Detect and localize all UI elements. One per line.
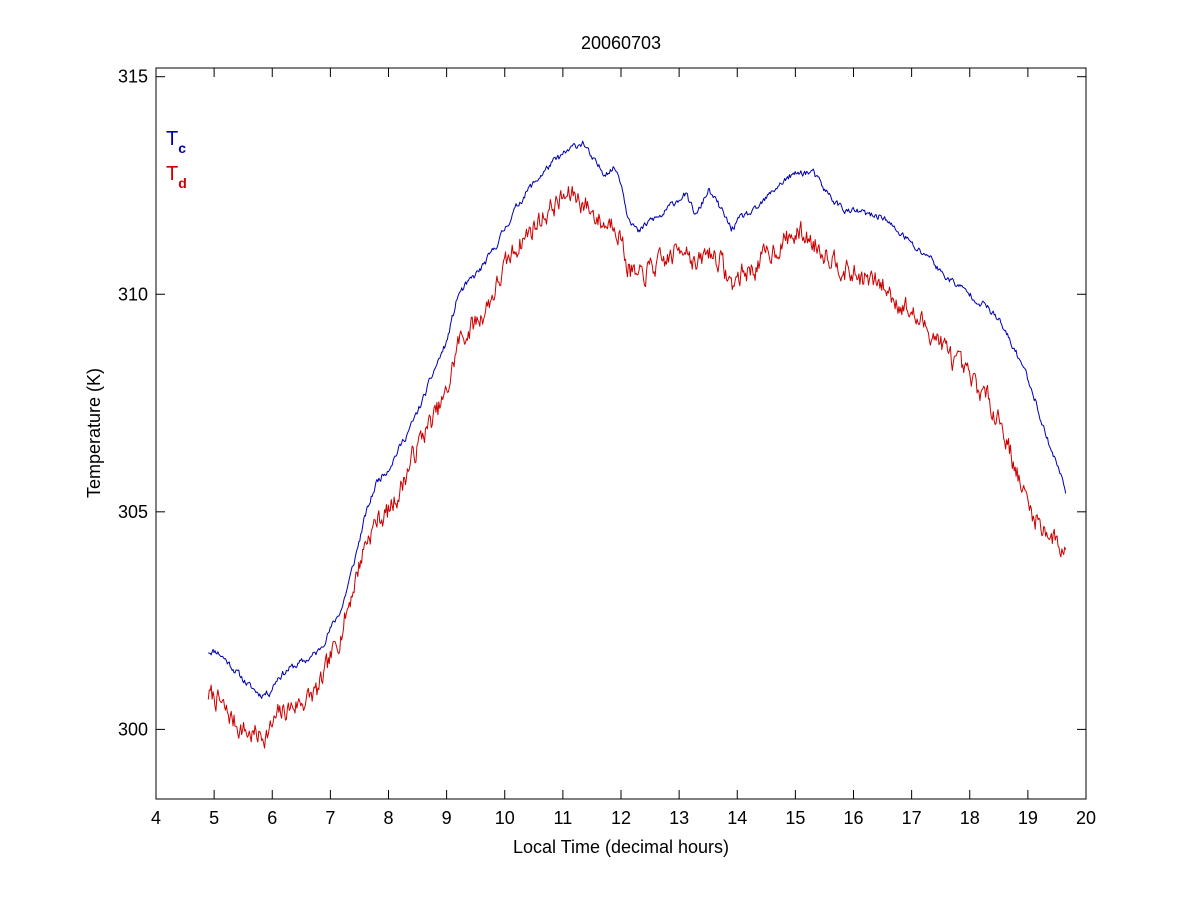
y-tick-label: 315	[118, 67, 148, 87]
x-tick-label: 7	[325, 808, 335, 828]
x-axis-label: Local Time (decimal hours)	[513, 837, 729, 857]
x-tick-label: 12	[611, 808, 631, 828]
series-line-td	[207, 185, 1067, 749]
axis-ticks: 4 5 6 7 8 9 10 11 12 13 14 15 16 17 18 19 20 300 305 310 315	[118, 67, 1096, 828]
y-tick-label: 300	[118, 719, 148, 739]
x-tick-label: 10	[495, 808, 515, 828]
y-tick-label: 305	[118, 502, 148, 522]
x-tick-label: 4	[151, 808, 161, 828]
plot-frame	[155, 67, 1087, 800]
series-layer	[207, 140, 1067, 749]
legend-td-sub: d	[178, 175, 187, 191]
x-tick-label: 16	[843, 808, 863, 828]
chart-title: 20060703	[581, 33, 661, 53]
x-tick-label: 20	[1076, 808, 1096, 828]
legend-entry-td: Td	[166, 163, 187, 191]
legend-entry-tc: Tc	[166, 128, 186, 156]
legend: Tc Td	[166, 128, 187, 191]
x-tick-label: 19	[1018, 808, 1038, 828]
x-tick-label: 9	[442, 808, 452, 828]
x-tick-label: 14	[727, 808, 747, 828]
x-tick-label: 13	[669, 808, 689, 828]
x-tick-label: 17	[902, 808, 922, 828]
legend-tc-sub: c	[178, 140, 186, 156]
plot-area	[156, 68, 1086, 799]
x-tick-label: 8	[383, 808, 393, 828]
y-tick-label: 310	[118, 284, 148, 304]
x-tick-label: 15	[785, 808, 805, 828]
x-tick-label: 6	[267, 808, 277, 828]
y-axis-label: Temperature (K)	[84, 368, 104, 498]
x-tick-label: 18	[960, 808, 980, 828]
legend-tc-main: T	[166, 128, 178, 150]
x-tick-label: 11	[554, 808, 573, 828]
legend-td-main: T	[166, 163, 178, 185]
x-tick-label: 5	[209, 808, 219, 828]
series-line-tc	[208, 140, 1067, 699]
